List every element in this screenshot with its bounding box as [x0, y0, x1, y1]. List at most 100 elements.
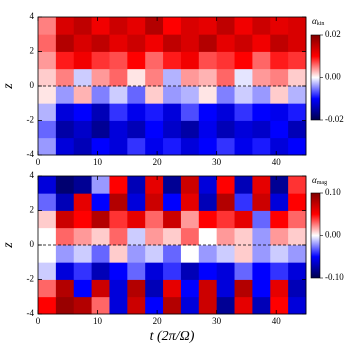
x-tick-label: 10 [93, 316, 103, 326]
colorbar-tick-label: -0.02 [325, 114, 344, 124]
heatmap-cell [91, 210, 110, 229]
heatmap-cell [163, 296, 182, 315]
heatmap-cell [38, 210, 57, 229]
heatmap-cell [180, 279, 200, 298]
heatmap-cell [252, 137, 271, 156]
x-tick-label: 0 [36, 157, 41, 167]
heatmap-cell [216, 17, 235, 35]
colorbar-tick-label: -0.10 [325, 272, 344, 282]
heatmap-cell [270, 176, 289, 194]
heatmap-cell [252, 176, 271, 194]
heatmap-cell [252, 103, 271, 121]
heatmap-cell [145, 245, 164, 263]
heatmap-cell [216, 86, 235, 104]
heatmap-cell [91, 193, 110, 211]
heatmap-cell [73, 68, 92, 87]
heatmap-cell [216, 262, 235, 280]
heatmap-cell [234, 193, 253, 211]
y-tick-label: 4 [30, 11, 35, 21]
heatmap-cell [270, 245, 289, 263]
heatmap-cell [198, 51, 218, 70]
heatmap-cell [127, 68, 146, 87]
heatmap-cell [180, 103, 200, 121]
heatmap-cell [288, 51, 307, 70]
heatmap-cell [270, 34, 289, 52]
colorbar-label-symbol: α [312, 175, 317, 185]
heatmap-cell [145, 17, 164, 35]
heatmap-cell [216, 51, 235, 70]
heatmap-cell [180, 17, 200, 35]
heatmap-cell [55, 103, 75, 121]
heatmap-cell [55, 176, 75, 194]
colorbar-label-subscript: mag [317, 180, 327, 186]
heatmap-cell [145, 51, 164, 70]
heatmap-cell [163, 68, 182, 87]
heatmap-cell [216, 103, 235, 121]
colorbar-label-subscript: kin [317, 21, 325, 27]
y-tick-label: -4 [27, 149, 35, 159]
heatmap-cell [163, 279, 182, 298]
heatmap-cell [216, 68, 235, 87]
heatmap-cell [127, 245, 146, 263]
heatmap-cell [55, 86, 75, 104]
heatmap-cell [38, 17, 57, 35]
heatmap-cell [288, 68, 307, 87]
heatmap-cell [55, 51, 75, 70]
heatmap-cell [270, 86, 289, 104]
heatmap-cell [73, 51, 92, 70]
heatmap-cell [216, 193, 235, 211]
heatmap-cell [270, 193, 289, 211]
heatmap-cell [288, 86, 307, 104]
heatmap-cell [270, 137, 289, 156]
heatmap-cell [288, 176, 307, 194]
heatmap-cell [270, 51, 289, 70]
heatmap-cell [73, 103, 92, 121]
heatmap-cell [252, 279, 271, 298]
y-tick-label: -2 [27, 115, 35, 125]
heatmap-cell [288, 262, 307, 280]
heatmap-cell [163, 120, 182, 139]
heatmap-cell [163, 262, 182, 280]
heatmap-cell [109, 17, 128, 35]
heatmap-cell [234, 296, 253, 315]
heatmap-cell [73, 34, 92, 52]
colorbar [310, 34, 321, 121]
colorbar-tick-label: 0.10 [325, 187, 341, 197]
heatmap-cell [180, 245, 200, 263]
heatmap-cell [234, 103, 253, 121]
heatmap-cell [38, 279, 57, 298]
heatmap-cell [109, 137, 128, 156]
heatmap-cell [180, 34, 200, 52]
heatmap-cell [145, 68, 164, 87]
heatmap-cell [91, 137, 110, 156]
heatmap-cell [55, 34, 75, 52]
heatmap-cell [234, 210, 253, 229]
heatmap-cell [198, 210, 218, 229]
heatmap-cell [234, 86, 253, 104]
heatmap-cell [198, 137, 218, 156]
colorbar-tick-label: 0.00 [325, 230, 341, 240]
heatmap-cell [288, 227, 307, 246]
y-axis-label: z [1, 242, 16, 249]
y-tick-label: 0 [30, 239, 35, 249]
heatmap-cell [216, 176, 235, 194]
heatmap-cell [198, 120, 218, 139]
heatmap-cell [91, 86, 110, 104]
heatmap-cell [55, 120, 75, 139]
heatmap-cell [145, 176, 164, 194]
heatmap-cell [163, 227, 182, 246]
heatmap-cell [288, 245, 307, 263]
heatmap-cell [288, 120, 307, 139]
heatmap-cell [127, 103, 146, 121]
heatmap-cell [216, 137, 235, 156]
heatmap-cell [91, 262, 110, 280]
heatmap-cell [163, 17, 182, 35]
heatmap-cell [288, 210, 307, 229]
heatmap-cell [55, 227, 75, 246]
heatmap-cell [38, 51, 57, 70]
heatmap-cell [109, 68, 128, 87]
heatmap-cell [252, 34, 271, 52]
y-tick-label: 4 [30, 170, 35, 180]
heatmap-cell [252, 296, 271, 315]
heatmap-cell [38, 296, 57, 315]
